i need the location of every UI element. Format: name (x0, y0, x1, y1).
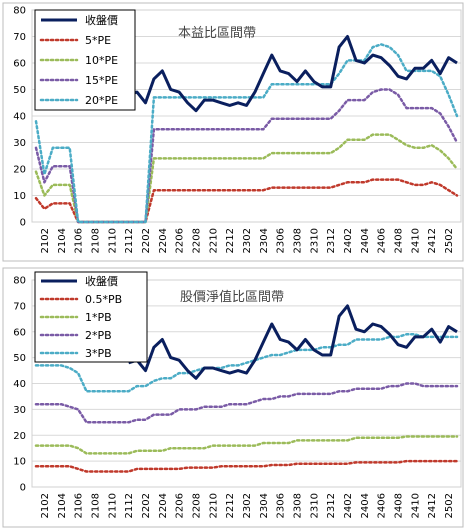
legend-label: 收盤價 (85, 274, 118, 288)
y-tick-label: 40 (13, 112, 26, 123)
x-tick-label: 2110 (107, 493, 118, 518)
x-tick-label: 2406 (377, 228, 388, 253)
series-line-3 (34, 382, 459, 424)
x-tick-label: 2306 (276, 228, 287, 253)
legend: 收盤價 5*PE 10*PE 15*PE 20*PE (34, 9, 136, 111)
x-tick-label: 2308 (293, 493, 304, 518)
y-tick-label: 60 (13, 59, 26, 70)
x-tick-label: 2302 (242, 228, 253, 253)
x-tick-label: 2308 (293, 228, 304, 253)
x-tick-label: 2106 (74, 228, 85, 253)
x-tick-label: 2106 (74, 493, 85, 518)
x-tick-label: 2306 (276, 493, 287, 518)
series-line-1 (34, 459, 459, 473)
x-tick-label: 2102 (40, 228, 51, 253)
x-tick-label: 2206 (175, 493, 186, 518)
y-tick-label: 20 (13, 165, 26, 176)
y-tick-label: 30 (13, 405, 26, 416)
plot-area (31, 9, 462, 223)
x-tick-label: 2210 (208, 493, 219, 518)
x-tick-label: 2410 (410, 493, 421, 518)
x-tick-label: 2208 (191, 493, 202, 518)
x-tick-label: 2406 (377, 493, 388, 518)
y-tick-label: 60 (13, 327, 26, 338)
chart-title: 股價淨值比區間帶 (180, 289, 284, 305)
x-tick-label: 2102 (40, 493, 51, 518)
y-tick-label: 80 (13, 276, 26, 287)
x-tick-label: 2202 (141, 228, 152, 253)
x-tick-label: 2312 (326, 493, 337, 518)
y-tick-label: 0 (20, 483, 26, 494)
plot-area (31, 279, 462, 488)
series-line-4 (34, 43, 459, 224)
x-tick-label: 2104 (57, 228, 68, 253)
x-tick-label: 2104 (57, 493, 68, 518)
x-tick-label: 2204 (158, 493, 169, 518)
y-tick-label: 80 (13, 6, 26, 17)
x-tick-label: 2312 (326, 228, 337, 253)
x-tick-label: 2310 (309, 493, 320, 518)
x-tick-label: 2412 (427, 228, 438, 253)
x-tick-label: 2304 (259, 493, 270, 518)
y-tick-label: 30 (13, 138, 26, 149)
y-tick-label: 70 (13, 301, 26, 312)
x-tick-label: 2402 (343, 228, 354, 253)
y-tick-label: 50 (13, 85, 26, 96)
x-tick-label: 2208 (191, 228, 202, 253)
x-tick-label: 2108 (90, 228, 101, 253)
chart-2: 0 10 20 30 40 50 60 70 80 2102 2104 2106 2108 2110 211… (2, 267, 464, 528)
y-tick-label: 40 (13, 379, 26, 390)
x-tick-label: 2108 (90, 493, 101, 518)
legend-label: 0.5*PB (85, 293, 122, 306)
legend-label: 收盤價 (85, 13, 118, 27)
x-tick-label: 2210 (208, 228, 219, 253)
x-tick-label: 2412 (427, 493, 438, 518)
x-tick-label: 2110 (107, 228, 118, 253)
x-tick-label: 2302 (242, 493, 253, 518)
x-tick-label: 2502 (444, 228, 455, 253)
legend-label: 1*PB (85, 311, 112, 324)
x-tick-label: 2212 (225, 493, 236, 518)
x-tick-label: 2112 (124, 493, 135, 518)
x-tick-label: 2310 (309, 228, 320, 253)
x-tick-label: 2112 (124, 228, 135, 253)
legend-label: 20*PE (85, 94, 118, 107)
x-tick-label: 2502 (444, 493, 455, 518)
x-tick-label: 2304 (259, 228, 270, 253)
y-tick-label: 0 (20, 218, 26, 229)
legend-label: 5*PE (85, 34, 111, 47)
chart-1: 0 10 20 30 40 50 60 70 80 2102 2104 2106 2108 2110 211… (2, 2, 464, 262)
y-tick-label: 20 (13, 431, 26, 442)
x-tick-label: 2408 (394, 493, 405, 518)
legend-label: 15*PE (85, 74, 118, 87)
chart-title: 本益比區間帶 (178, 26, 256, 41)
legend-label: 10*PE (85, 54, 118, 67)
x-tick-label: 2404 (360, 228, 371, 253)
x-tick-label: 2402 (343, 493, 354, 518)
y-tick-label: 10 (13, 457, 26, 468)
series-line-0 (128, 35, 458, 113)
x-tick-label: 2404 (360, 493, 371, 518)
x-tick-label: 2408 (394, 228, 405, 253)
series-line-4 (34, 333, 459, 393)
y-tick-label: 50 (13, 353, 26, 364)
y-tick-label: 10 (13, 191, 26, 202)
legend: 收盤價 0.5*PB 1*PB 2*PB 3*PB (34, 271, 148, 363)
legend-label: 3*PB (85, 347, 112, 360)
x-tick-label: 2204 (158, 228, 169, 253)
x-tick-label: 2202 (141, 493, 152, 518)
x-tick-label: 2410 (410, 228, 421, 253)
x-tick-label: 2206 (175, 228, 186, 253)
y-tick-label: 70 (13, 32, 26, 43)
x-tick-label: 2212 (225, 228, 236, 253)
legend-label: 2*PB (85, 329, 112, 342)
series-line-0 (128, 304, 458, 380)
series-line-2 (34, 435, 459, 455)
